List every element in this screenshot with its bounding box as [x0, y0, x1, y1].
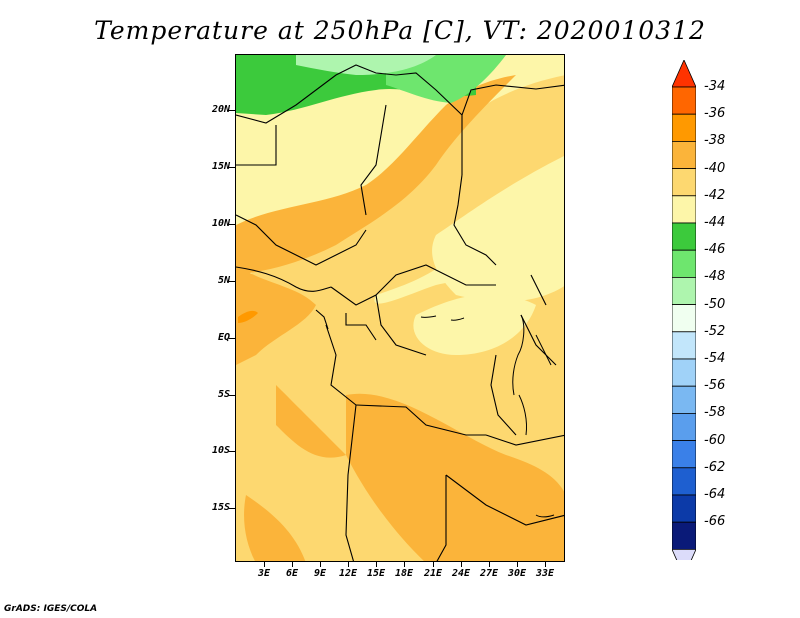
lat-tick	[229, 338, 235, 339]
colorbar-bottom-triangle	[672, 548, 696, 560]
lat-tick	[229, 395, 235, 396]
colorbar-label: -42	[704, 187, 726, 203]
colorbar-label: -46	[704, 242, 726, 258]
colorbar-top-triangle	[672, 60, 696, 88]
field-band-38-north	[236, 75, 516, 275]
colorbar-segment	[672, 467, 696, 496]
lat-label: 20N	[211, 104, 230, 115]
lon-tick	[461, 562, 462, 567]
colorbar-segment	[672, 358, 696, 387]
colorbar-segment	[672, 86, 696, 115]
lat-tick	[229, 508, 235, 509]
colorbar-label: -64	[704, 487, 726, 502]
colorbar-segment	[672, 195, 696, 224]
colorbar	[672, 60, 696, 560]
lon-label: 15E	[366, 568, 386, 579]
colorbar-label: -60	[704, 432, 726, 448]
colorbar-label: -38	[704, 133, 726, 149]
temperature-field	[236, 55, 564, 561]
colorbar-segment	[672, 521, 696, 550]
colorbar-segment	[672, 222, 696, 251]
lon-label: 9E	[313, 568, 327, 579]
lon-tick	[264, 562, 265, 567]
lon-tick	[348, 562, 349, 567]
lon-tick	[433, 562, 434, 567]
lon-tick	[292, 562, 293, 567]
colorbar-label: -66	[704, 514, 726, 530]
colorbar-segment	[672, 276, 696, 305]
lat-label: 15N	[211, 161, 230, 172]
lon-tick	[545, 562, 546, 567]
lat-tick	[229, 110, 235, 111]
lon-tick	[376, 562, 377, 567]
colorbar-segment	[672, 141, 696, 170]
credit-text: GrADS: IGES/COLA	[4, 604, 98, 614]
field-band-36	[238, 310, 258, 323]
lat-label: 10N	[211, 218, 230, 229]
colorbar-label: -52	[704, 323, 726, 339]
colorbar-label: -48	[704, 269, 726, 285]
field-band-38-south	[346, 393, 564, 561]
lat-label: EQ	[217, 332, 230, 343]
field-band-38-coast	[276, 385, 346, 458]
lon-label: 12E	[338, 568, 358, 579]
lon-tick	[489, 562, 490, 567]
lat-label: 15S	[211, 502, 230, 513]
field-band-42-east	[432, 156, 564, 302]
lat-tick	[229, 224, 235, 225]
colorbar-label: -62	[704, 459, 726, 475]
lat-tick	[229, 281, 235, 282]
field-band-46	[386, 55, 506, 103]
colorbar-label: -36	[704, 106, 726, 122]
colorbar-segment	[672, 412, 696, 441]
field-band-48	[296, 55, 436, 75]
map-area	[235, 54, 565, 562]
colorbar-label: -34	[704, 79, 726, 94]
lakes	[420, 314, 555, 518]
lon-label: 24E	[451, 568, 471, 579]
colorbar-segment	[672, 168, 696, 197]
chart-title: Temperature at 250hPa [C], VT: 202001031…	[94, 16, 706, 45]
field-band-38-sw	[244, 495, 306, 561]
colorbar-segment	[672, 113, 696, 142]
lat-label: 5N	[217, 275, 230, 286]
colorbar-segment	[672, 249, 696, 278]
colorbar-label: -58	[704, 405, 726, 421]
field-band-42-central	[413, 294, 536, 355]
lat-label: 5S	[217, 389, 230, 400]
colorbar-label: -56	[704, 378, 726, 394]
field-band-38-west	[236, 265, 316, 365]
lat-tick	[229, 167, 235, 168]
colorbar-label: -50	[704, 296, 726, 312]
colorbar-segment	[672, 440, 696, 469]
lon-label: 6E	[285, 568, 299, 579]
lon-label: 18E	[394, 568, 414, 579]
lon-tick	[404, 562, 405, 567]
colorbar-label: -44	[704, 215, 726, 230]
lon-label: 33E	[535, 568, 555, 579]
lon-tick	[320, 562, 321, 567]
lat-tick	[229, 451, 235, 452]
colorbar-label: -54	[704, 351, 726, 366]
lat-label: 10S	[211, 445, 230, 456]
colorbar-segment	[672, 494, 696, 523]
lon-label: 27E	[479, 568, 499, 579]
lon-label: 21E	[423, 568, 443, 579]
colorbar-segment	[672, 304, 696, 333]
country-borders	[236, 64, 564, 561]
lon-label: 3E	[257, 568, 271, 579]
colorbar-segment	[672, 385, 696, 414]
colorbar-segment	[672, 331, 696, 360]
lon-label: 30E	[507, 568, 527, 579]
lon-tick	[517, 562, 518, 567]
colorbar-label: -40	[704, 160, 726, 176]
